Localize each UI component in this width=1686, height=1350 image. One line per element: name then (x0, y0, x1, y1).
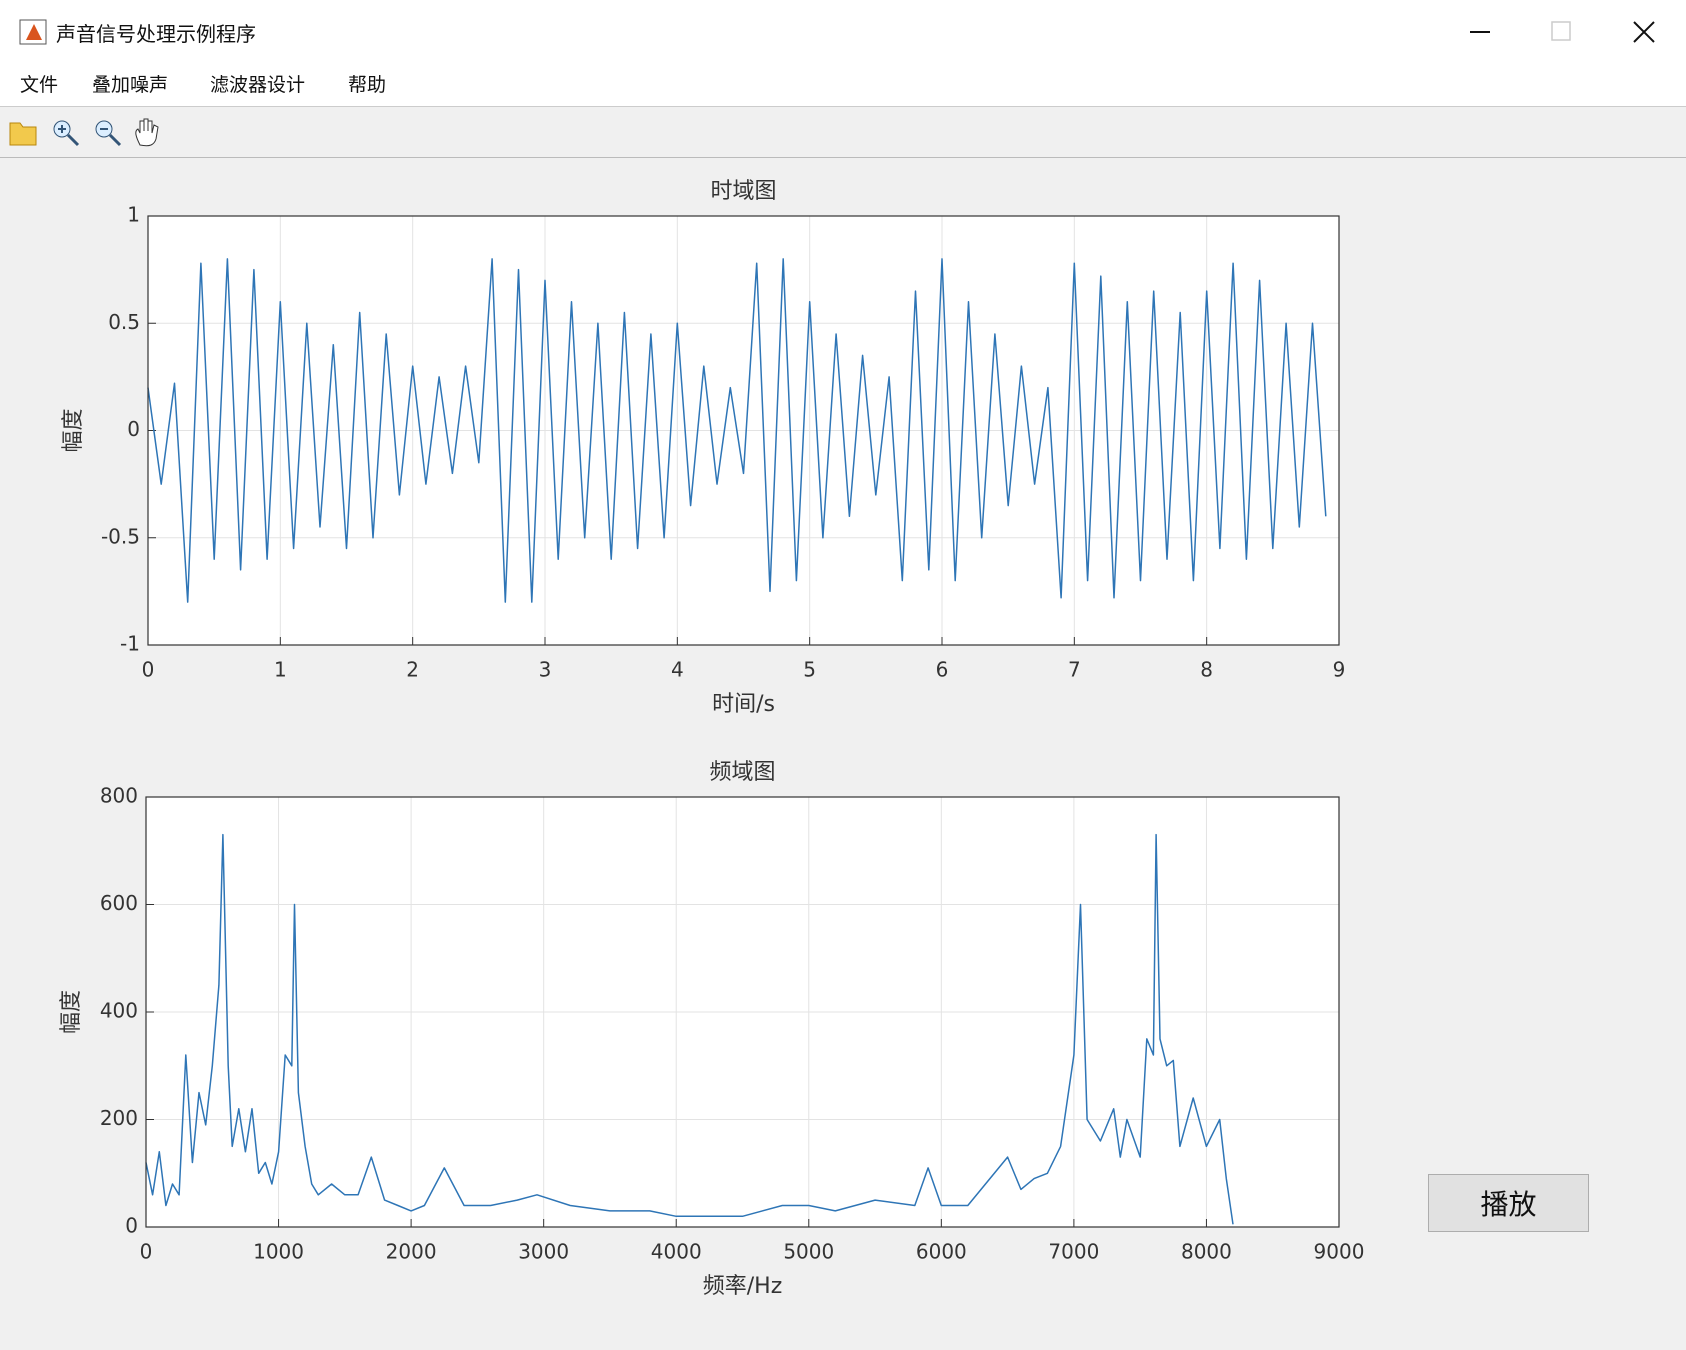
zoom-out-icon[interactable] (95, 120, 122, 147)
toolbar-icons (9, 118, 159, 147)
x-tick-label: 3 (539, 658, 552, 682)
y-axis-label: 幅度 (61, 408, 86, 452)
x-tick-label: 1 (274, 658, 287, 682)
x-tick-label: 4 (671, 658, 684, 682)
title-bar: 声音信号处理示例程序 (0, 0, 1686, 58)
x-tick-label: 5 (803, 658, 816, 682)
x-tick-label: 3000 (518, 1240, 569, 1264)
play-button[interactable]: 播放 (1428, 1174, 1589, 1232)
y-tick-label: 0 (125, 1214, 138, 1238)
x-tick-label: 8000 (1181, 1240, 1232, 1264)
x-tick-label: 0 (140, 1240, 153, 1264)
x-tick-label: 2 (406, 658, 419, 682)
x-tick-label: 2000 (386, 1240, 437, 1264)
y-tick-label: 0 (127, 417, 140, 441)
menu-item[interactable]: 帮助 (348, 74, 387, 96)
menu-item[interactable]: 文件 (20, 74, 59, 96)
chart-title: 频域图 (709, 760, 775, 785)
y-axis-label: 幅度 (59, 990, 84, 1034)
menu-item[interactable]: 叠加噪声 (92, 74, 169, 96)
axes-frame (147, 215, 1340, 646)
x-axis-label: 频率/Hz (703, 1274, 783, 1299)
y-tick-label: 0.5 (108, 310, 140, 334)
pan-icon[interactable] (135, 118, 159, 147)
window-title: 声音信号处理示例程序 (56, 22, 256, 46)
axes-frame (145, 796, 1340, 1228)
y-tick-label: 800 (100, 784, 138, 808)
window-controls (19, 19, 1655, 45)
chart-title: 时域图 (710, 179, 776, 204)
x-tick-label: 9000 (1314, 1240, 1365, 1264)
app-icon-shape (26, 24, 42, 40)
x-tick-label: 0 (142, 658, 155, 682)
signal-line (147, 258, 1327, 603)
x-axis-label: 时间/s (712, 692, 775, 717)
maximize (1551, 21, 1571, 41)
y-tick-label: -1 (120, 632, 140, 656)
y-tick-label: 400 (100, 999, 138, 1023)
x-tick-label: 6 (936, 658, 949, 682)
zoom-in-icon[interactable] (53, 120, 80, 147)
x-tick-label: 4000 (651, 1240, 702, 1264)
y-tick-label: 600 (100, 891, 138, 915)
x-tick-label: 9 (1333, 658, 1346, 682)
x-tick-label: 6000 (916, 1240, 967, 1264)
y-tick-label: 200 (100, 1106, 138, 1130)
menu-bar: 文件 叠加噪声 滤波器设计 帮助 (0, 58, 1686, 107)
close[interactable] (1633, 21, 1655, 43)
x-tick-label: 8 (1200, 658, 1213, 682)
open-icon[interactable] (9, 122, 37, 146)
x-tick-label: 5000 (783, 1240, 834, 1264)
x-tick-label: 7000 (1048, 1240, 1099, 1264)
y-tick-label: 1 (127, 203, 140, 227)
y-tick-label: -0.5 (101, 524, 140, 548)
x-tick-label: 1000 (253, 1240, 304, 1264)
menu-item[interactable]: 滤波器设计 (210, 74, 306, 96)
signal-line (145, 833, 1234, 1225)
toolbar (0, 107, 1686, 158)
x-tick-label: 7 (1068, 658, 1081, 682)
